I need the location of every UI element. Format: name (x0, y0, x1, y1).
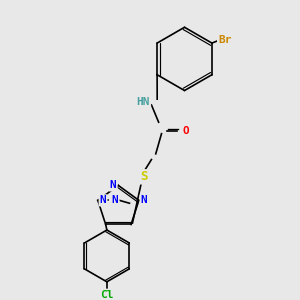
Text: Cl: Cl (100, 290, 114, 300)
Text: N: N (112, 195, 118, 206)
Text: N: N (141, 195, 147, 206)
Text: N: N (110, 181, 117, 190)
Text: N: N (100, 195, 106, 206)
Text: Br: Br (218, 35, 232, 45)
Text: S: S (140, 170, 148, 183)
Text: HN: HN (136, 97, 150, 107)
Text: O: O (183, 126, 189, 136)
